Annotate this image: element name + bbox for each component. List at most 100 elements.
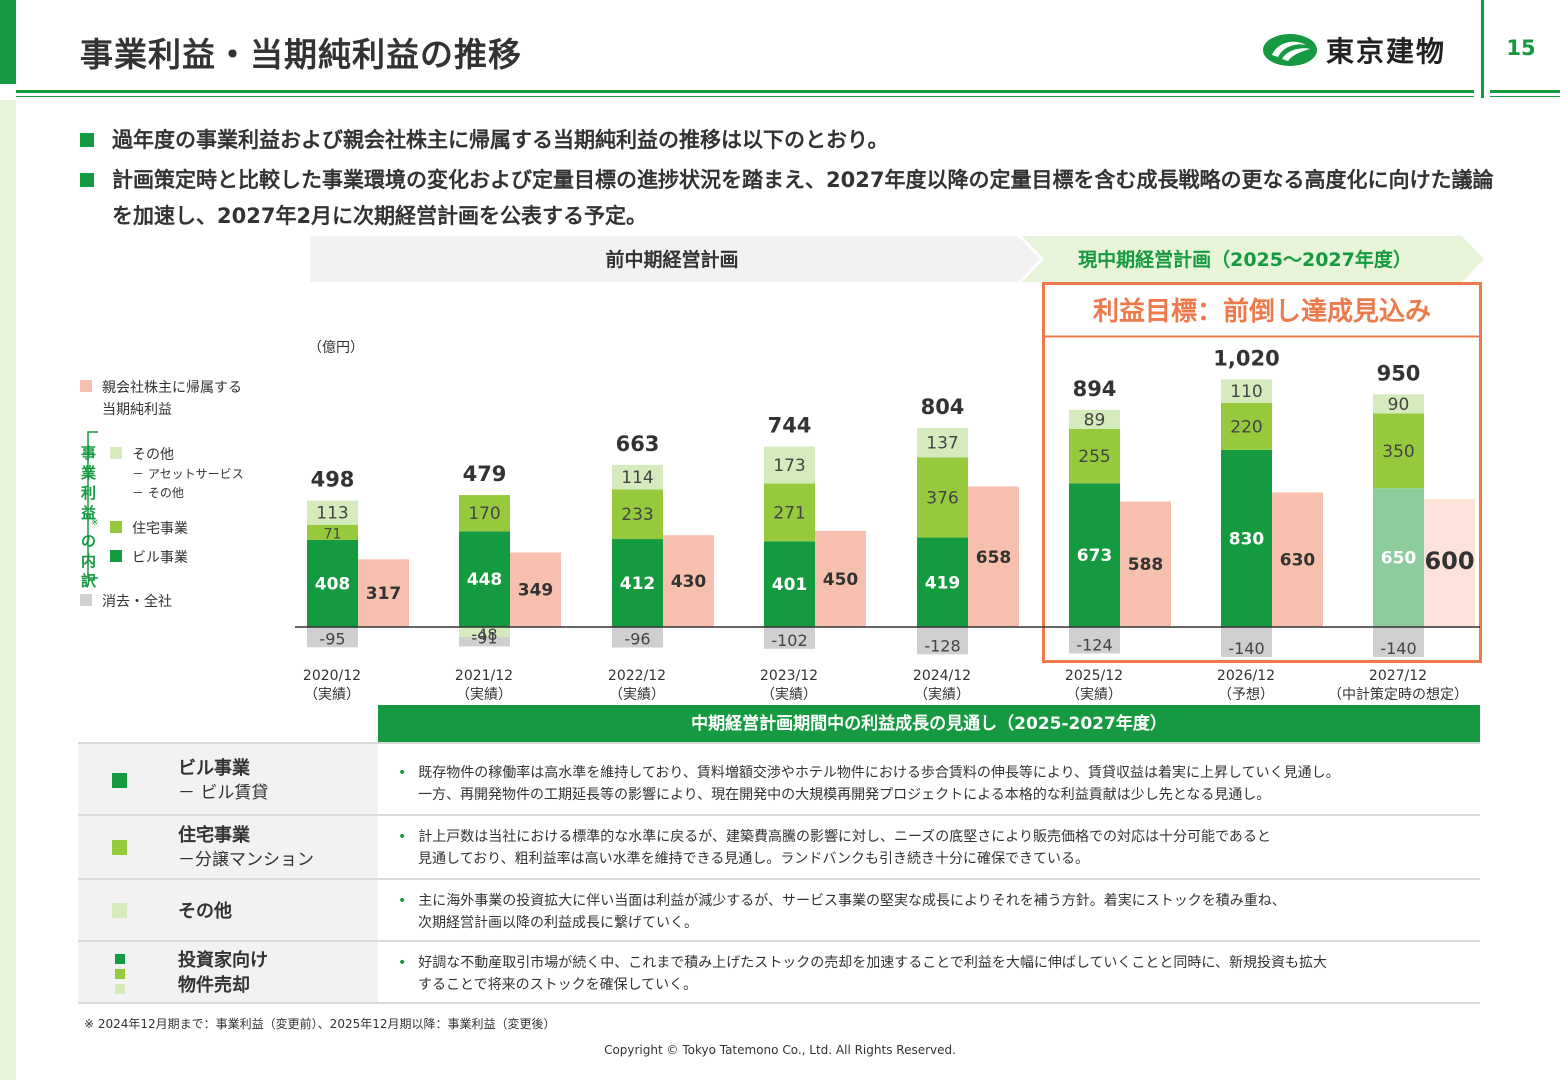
outlook-row: 住宅事業 －分譲マンション • 計上戸数は当社における標準的な水準に戻るが、建築費高騰…: [78, 816, 1480, 880]
bar-building: [1069, 483, 1120, 627]
label-other: 113: [316, 504, 348, 524]
bar-building: [1221, 449, 1272, 627]
outlook-row-name: ビル事業－ ビル賃貸: [178, 756, 268, 806]
x-tick-label: 2027/12: [1369, 668, 1427, 684]
label-building: 408: [315, 574, 351, 594]
legend-elimination-swatch: [80, 594, 92, 606]
label-building: 650: [1381, 549, 1417, 569]
label-residential: 271: [773, 503, 805, 523]
page-number: 15: [1506, 36, 1536, 60]
bar-building: [917, 537, 968, 627]
outlook-row: その他 • 主に海外事業の投資拡大に伴い当面は利益が減少するが、サービス事業の堅実な…: [78, 880, 1480, 942]
bar-residential: [612, 489, 663, 540]
label-net-income: 658: [976, 548, 1012, 568]
bar-residential: [1069, 428, 1120, 484]
label-business-profit-total: 663: [616, 432, 660, 456]
bar-building: [612, 539, 663, 627]
outlook-row-swatch: [115, 954, 125, 964]
label-extra: -48: [471, 625, 497, 644]
label-business-profit-total: 479: [463, 462, 507, 486]
outlook-header-bar: [378, 705, 1480, 742]
outlook-row-swatch: [115, 984, 125, 994]
logo-mark-icon: [1263, 34, 1317, 66]
outlook-row-description: • 計上戸数は当社における標準的な水準に戻るが、建築費高騰の影響に対し、ニーズの底…: [398, 829, 1271, 867]
legend-net-income-line1: 親会社株主に帰属する: [102, 379, 242, 396]
bar-building: [307, 539, 358, 627]
label-building: 830: [1229, 529, 1265, 549]
outlook-row-swatch: [112, 773, 127, 788]
outlook-row: 投資家向け 物件売却 • 好調な不動産取引市場が続く中、これまで積み上げたストックの売…: [78, 942, 1480, 1004]
bar-building: [1373, 488, 1424, 627]
label-building: 419: [925, 573, 961, 593]
left-accent-bar: [0, 0, 16, 84]
bar-other-negative: [459, 627, 510, 637]
bar-residential: [459, 495, 510, 532]
legend-building: ビル事業: [132, 550, 188, 566]
label-elimination: -91: [471, 628, 497, 647]
bar-building: [459, 531, 510, 627]
legend-vertical-char: 内: [81, 552, 96, 570]
bar-other: [307, 500, 358, 525]
label-building: 412: [620, 574, 656, 594]
outlook-row-label-cell: 投資家向け 物件売却: [78, 942, 378, 1002]
bar-net-income: [968, 486, 1019, 627]
label-residential: 350: [1382, 442, 1414, 462]
label-net-income: 588: [1128, 555, 1164, 575]
legend-vertical-char: 訳: [81, 572, 97, 590]
legend-bracket: [87, 431, 98, 579]
outlook-row-name: その他: [178, 900, 232, 922]
label-elimination: -128: [924, 636, 960, 655]
x-tick-label: 2025/12: [1065, 668, 1123, 684]
bar-elimination: [1221, 627, 1272, 657]
current-plan-label: 現中期経営計画（2025～2027年度）: [1078, 248, 1412, 271]
label-other: 137: [926, 434, 958, 454]
legend-net-income-swatch: [80, 380, 92, 392]
legend-vertical-char: 利: [81, 484, 96, 502]
footnote: ※ 2024年12月期まで：事業利益（変更前）、2025年12月期以降：事業利益…: [84, 1017, 556, 1031]
header-rule: [16, 90, 1474, 93]
legend-elimination: 消去・全社: [102, 593, 172, 610]
outlook-row-description: • 既存物件の稼働率は高水準を維持しており、賃料増額交渉やホテル物件における歩合賃…: [398, 765, 1340, 803]
legend-vertical-char: 益: [81, 504, 96, 522]
bar-other: [917, 428, 968, 458]
outlook-table: ビル事業－ ビル賃貸 • 既存物件の稼働率は高水準を維持しており、賃料増額交渉やホテ…: [78, 742, 1480, 1004]
bullet-square-icon: [80, 173, 94, 187]
left-side-band: [0, 100, 16, 1080]
label-elimination: -96: [624, 629, 650, 648]
outlook-row: ビル事業－ ビル賃貸 • 既存物件の稼働率は高水準を維持しており、賃料増額交渉やホテ…: [78, 742, 1480, 816]
current-plan-banner: [1022, 236, 1484, 282]
bar-residential: [917, 457, 968, 538]
label-net-income: 430: [671, 572, 707, 592]
label-other: 110: [1230, 382, 1262, 402]
label-residential: 220: [1230, 417, 1262, 437]
outlook-row-sub: －分譲マンション: [178, 850, 314, 870]
legend-other-swatch: [110, 447, 122, 459]
label-net-income: 317: [366, 584, 402, 604]
bar-elimination: [1069, 627, 1120, 654]
label-elimination: -140: [1380, 639, 1416, 658]
outlook-row-name: 投資家向け 物件売却: [178, 950, 268, 996]
label-net-income: 450: [823, 570, 859, 590]
bullet-square-icon: [80, 133, 94, 147]
label-business-profit-total: 894: [1073, 377, 1117, 401]
previous-plan-label: 前中期経営計画: [605, 248, 738, 271]
company-logo: 東京建物: [1262, 30, 1446, 70]
label-residential: 376: [926, 488, 958, 508]
bullet-text: 過年度の事業利益および親会社株主に帰属する当期純利益の推移は以下のとおり。: [112, 128, 889, 152]
bar-elimination: [612, 627, 663, 648]
bullet-text: 計画策定時と比較した事業環境の変化および定量目標の進捗状況を踏まえ、2027年度…: [112, 168, 1494, 228]
header-divider: [1481, 0, 1484, 98]
bar-net-income: [1272, 492, 1323, 627]
bar-elimination: [1373, 627, 1424, 657]
x-tick-label: 2024/12: [913, 668, 971, 684]
bar-residential: [1373, 413, 1424, 489]
bar-net-income: [358, 559, 409, 627]
legend-other-sub2: － その他: [132, 486, 184, 500]
label-building: 673: [1077, 546, 1113, 566]
legend-vertical-note: ※: [91, 518, 99, 528]
label-building: 401: [772, 575, 808, 595]
x-tick-note: （実績）: [761, 687, 817, 703]
header-rule-right: [1490, 90, 1560, 93]
previous-plan-banner: [310, 236, 1040, 282]
x-tick-note: （予想）: [1218, 687, 1274, 703]
